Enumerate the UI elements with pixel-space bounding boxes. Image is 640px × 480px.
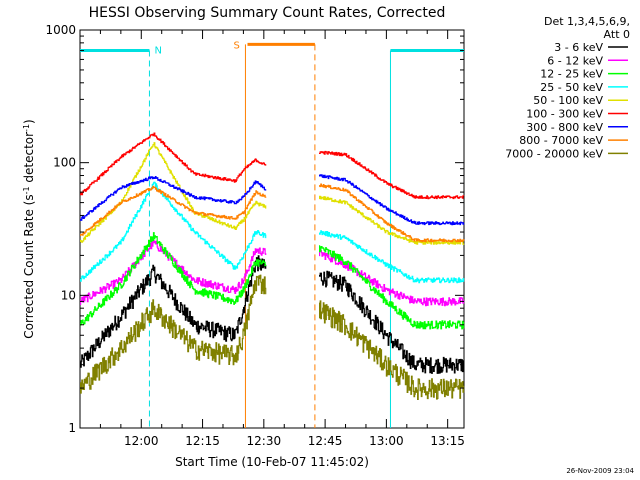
legend-label: 800 - 7000 keV [519,134,603,147]
x-axis: 12:00 12:15 12:30 12:45 13:00 13:15 [99,30,465,448]
y-axis: 1 10 100 1000 [45,23,464,435]
y-tick-label: 1000 [45,23,76,37]
series-7-line [80,183,465,243]
y-tick-label: 10 [61,288,76,302]
legend-label: 25 - 50 keV [540,81,603,94]
series-2-line [80,232,465,330]
legend-label: 300 - 800 keV [526,121,603,134]
night-marker-label: N [154,46,161,57]
legend-label: 50 - 100 keV [533,94,603,107]
plot-area [79,29,465,429]
series-3-line [80,181,465,284]
x-tick-label: 12:45 [308,434,343,448]
legend-label: 6 - 12 keV [547,54,603,67]
chart-title: HESSI Observing Summary Count Rates, Cor… [89,5,446,21]
y-axis-label: Corrected Count Rate (s-1 detector-1) [22,119,37,338]
legend-label: 12 - 25 keV [540,68,603,81]
y-tick-label: 100 [53,156,76,170]
y-tick-label: 1 [68,421,76,435]
x-axis-label: Start Time (10-Feb-07 11:45:02) [175,455,369,469]
series-0-line [80,255,465,374]
series-8-line [80,274,465,400]
x-tick-label: 12:30 [247,434,282,448]
legend-header-line2: Att 0 [604,28,630,41]
saa-marker-label: S [233,40,239,51]
x-tick-label: 13:00 [369,434,404,448]
footer-timestamp: 26-Nov-2009 23:04 [566,467,634,475]
legend-label: 7000 - 20000 keV [505,147,603,160]
series-6-line [80,174,465,226]
legend-header-line1: Det 1,3,4,5,6,9, [544,15,630,28]
legend-label: 100 - 300 keV [526,108,603,121]
x-tick-label: 12:15 [185,434,220,448]
series-layer [80,132,465,400]
x-tick-label: 12:00 [124,434,159,448]
legend-label: 3 - 6 keV [554,41,603,54]
series-4-line [80,142,465,245]
x-tick-label: 13:15 [430,434,465,448]
series-5-line [80,132,465,200]
